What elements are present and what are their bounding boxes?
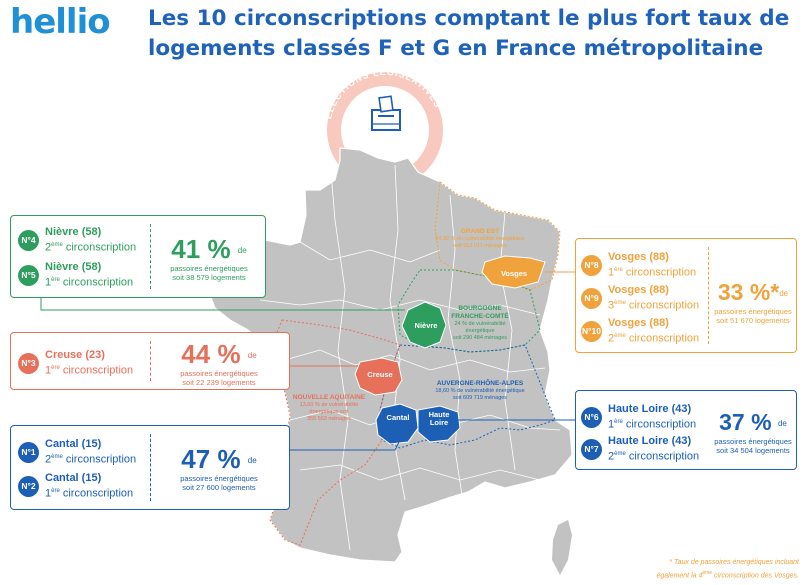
percentage: 33 %* [717, 279, 780, 305]
circ-name: Nièvre (58) [45, 226, 102, 238]
vosges-map-label: Vosges [500, 269, 528, 278]
nouvelle-aquitaine-border [269, 319, 401, 546]
circ-name: Cantal (15) [45, 438, 102, 450]
ranking-row: N°5 Nièvre (58) 1ère circonscription [18, 261, 133, 290]
ranking-row: N°3 Creuse (23) 1ère circonscription [18, 349, 133, 378]
vosges-card: N°8 Vosges (88) 1ère circonscription N°9 … [575, 238, 797, 353]
nievre-connector [40, 298, 405, 311]
rank-badge: N°7 [581, 438, 602, 460]
percentage: 44 % [181, 339, 241, 369]
circ-number: 2ème circonscription [45, 241, 137, 254]
vosges-department [481, 255, 546, 289]
ranking-row: N°9 Vosges (88) 3ème circonscription [581, 284, 699, 313]
percentage: 47 % [181, 444, 241, 474]
haute-loire-map-label: Haute Loire [428, 410, 450, 427]
stat-block: 47 % de passoires énergétiques soit 27 6… [180, 444, 258, 493]
ranking-row: N°2 Cantal (15) 1ère circonscription [18, 472, 133, 501]
circ-number: 1ère circonscription [45, 276, 134, 289]
circ-number: 1ère circonscription [45, 364, 134, 377]
circ-number: 2ème circonscription [45, 453, 137, 466]
rank-badge: N°6 [581, 406, 602, 428]
circ-name: Vosges (88) [608, 251, 669, 263]
creuse-card: N°3 Creuse (23) 1ère circonscription 44 %… [10, 332, 290, 390]
ranking-row: N°1 Cantal (15) 2ème circonscription [18, 438, 136, 467]
region-grand-est: GRAND EST 24,30 % de vulnérabilité énerg… [435, 228, 525, 249]
page-title: Les 10 circonscriptions comptant le plus… [148, 6, 790, 61]
rank-badge: N°3 [18, 352, 39, 374]
stat-block: 41 % de passoires énergétiques soit 38 5… [170, 234, 248, 283]
grand-est-border [434, 181, 561, 291]
rank-badge: N°4 [18, 229, 39, 251]
corsica [552, 520, 572, 575]
circ-name: Haute Loire (43) [608, 435, 692, 447]
circ-name: Cantal (15) [45, 472, 102, 484]
rank-badge: N°5 [18, 264, 39, 286]
ranking-row: N°6 Haute Loire (43) 1ère circonscription [581, 403, 696, 432]
haute-loire-card: N°6 Haute Loire (43) 1ère circonscription… [575, 390, 797, 470]
stat-block: 33 %*de passoires énergétiques soit 51 6… [714, 279, 792, 325]
ranking-row: N°8 Vosges (88) 1ère circonscription [581, 251, 696, 280]
circ-name: Haute Loire (43) [608, 403, 692, 415]
hellio-logo: hellio [10, 2, 111, 42]
circ-name: Vosges (88) [608, 284, 669, 296]
ranking-row: N°10 Vosges (88) 2ème circonscription [581, 317, 699, 346]
circ-number: 1ère circonscription [608, 266, 697, 279]
circ-name: Nièvre (58) [45, 261, 102, 273]
card-divider [150, 224, 151, 289]
card-divider [150, 341, 151, 381]
stat-block: 37 % de passoires énergétiques soit 34 5… [714, 409, 792, 455]
circ-name: Creuse (23) [45, 349, 105, 361]
rank-badge: N°9 [581, 287, 602, 309]
creuse-map-label: Creuse [367, 370, 393, 379]
ranking-row: N°7 Haute Loire (43) 2ème circonscription [581, 435, 699, 464]
footnote: * Taux de passoires énergétiques incluan… [656, 558, 799, 579]
creuse-department [354, 357, 403, 396]
haute-loire-department [417, 405, 461, 443]
rank-badge: N°1 [18, 441, 39, 463]
ballot-box-icon [371, 95, 401, 131]
circ-name: Vosges (88) [608, 317, 669, 329]
region-nouvelle-aquitaine: NOUVELLE AQUITAINE 13,60 % de vulnérabil… [292, 394, 366, 422]
ranking-row: N°4 Nièvre (58) 2ème circonscription [18, 226, 136, 255]
card-divider [150, 434, 151, 501]
rank-badge: N°8 [581, 254, 602, 276]
cantal-department [375, 403, 419, 445]
region-auvergne: AUVERGNE-RHÔNE-ALPES 18,60 % de vulnérab… [435, 380, 525, 401]
nievre-card: N°4 Nièvre (58) 2ème circonscription N°5 … [10, 215, 266, 298]
region-bourgogne: BOURGOGNE FRANCHE-COMTÉ 24 % de vulnérabi… [451, 305, 509, 341]
percentage: 41 % [171, 234, 231, 264]
cantal-map-label: Cantal [386, 413, 410, 422]
card-divider [708, 247, 709, 344]
circ-number: 2ème circonscription [608, 332, 700, 345]
rank-badge: N°2 [18, 475, 39, 497]
stat-block: 44 % de passoires énergétiques soit 22 2… [180, 339, 258, 388]
circ-number: 3ème circonscription [608, 299, 700, 312]
nievre-department [401, 301, 447, 349]
nievre-map-label: Nièvre [414, 321, 438, 330]
cantal-connector [290, 439, 401, 451]
circ-number: 1ère circonscription [608, 418, 697, 431]
rank-badge: N°10 [581, 320, 602, 342]
circ-number: 2ème circonscription [608, 450, 700, 463]
percentage: 37 % [719, 409, 772, 435]
cantal-card: N°1 Cantal (15) 2ème circonscription N°2 … [10, 425, 290, 510]
circ-number: 1ère circonscription [45, 487, 134, 500]
